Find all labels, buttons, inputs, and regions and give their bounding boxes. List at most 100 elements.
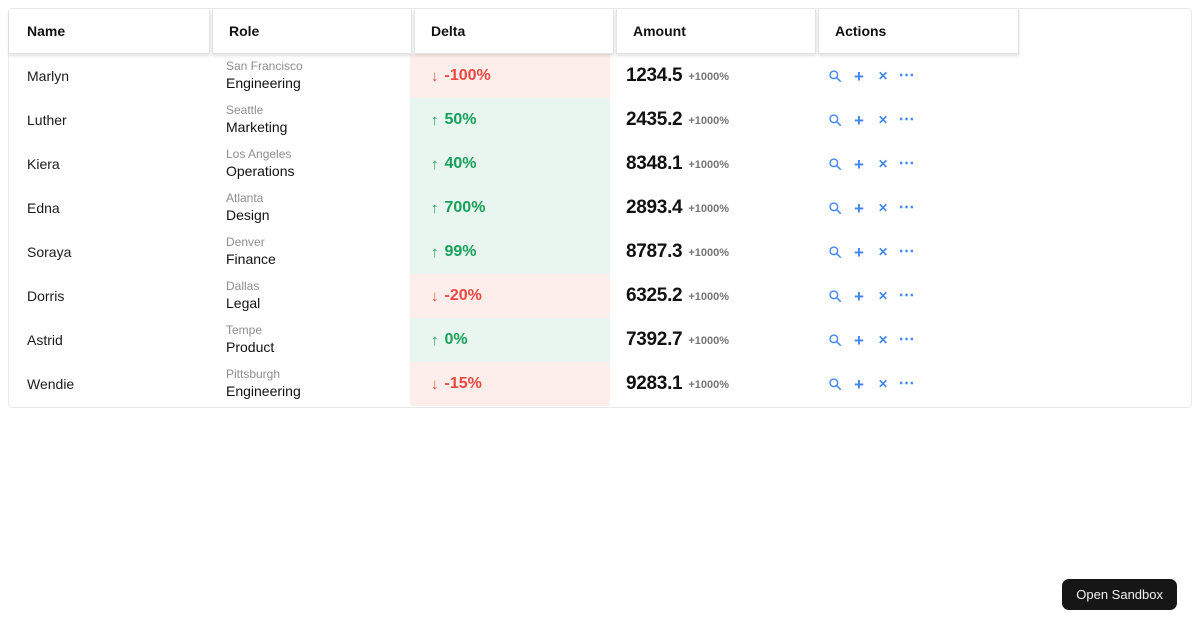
search-action-button[interactable]	[823, 284, 847, 308]
more-action-button[interactable]: ⋯	[895, 284, 919, 308]
search-action-button[interactable]	[823, 240, 847, 264]
delta-value: -100%	[444, 67, 491, 84]
table-row: Wendie Pittsburgh Engineering ↓ -15% 928…	[9, 362, 1191, 406]
role-cell: Atlanta Design	[210, 186, 410, 230]
ellipsis-icon: ⋯	[898, 199, 916, 216]
search-action-button[interactable]	[823, 328, 847, 352]
more-action-button[interactable]: ⋯	[895, 152, 919, 176]
search-icon	[828, 333, 842, 347]
amount-cell: 8348.1 +1000%	[610, 142, 810, 186]
close-action-button[interactable]: ✕	[871, 240, 895, 264]
employee-name: Dorris	[27, 288, 65, 304]
department-label: Engineering	[226, 382, 301, 399]
search-action-button[interactable]	[823, 152, 847, 176]
amount-value: 8348.1	[626, 153, 683, 174]
close-action-button[interactable]: ✕	[871, 152, 895, 176]
close-icon: ✕	[877, 333, 889, 347]
close-action-button[interactable]: ✕	[871, 108, 895, 132]
actions-cell: + ✕ ⋯	[810, 362, 1011, 406]
delta-arrow-icon: ↑	[431, 155, 439, 173]
table-body: Marlyn San Francisco Engineering ↓ -100%…	[9, 54, 1191, 406]
search-icon	[828, 113, 842, 127]
delta-value: 50%	[444, 111, 477, 128]
amount-cell: 6325.2 +1000%	[610, 274, 810, 318]
actions-cell: + ✕ ⋯	[810, 98, 1011, 142]
add-action-button[interactable]: +	[847, 240, 871, 264]
delta-arrow-icon: ↓	[431, 375, 439, 393]
role-cell: Tempe Product	[210, 318, 410, 362]
close-icon: ✕	[877, 201, 889, 215]
close-icon: ✕	[877, 69, 889, 83]
add-action-button[interactable]: +	[847, 152, 871, 176]
table-header: Name Role Delta Amount Actions	[9, 9, 1191, 54]
employee-name: Edna	[27, 200, 60, 216]
employee-name: Luther	[27, 112, 67, 128]
plus-icon: +	[854, 330, 864, 350]
close-action-button[interactable]: ✕	[871, 372, 895, 396]
city-label: Pittsburgh	[226, 366, 281, 381]
actions-cell: + ✕ ⋯	[810, 54, 1011, 98]
more-action-button[interactable]: ⋯	[895, 328, 919, 352]
role-cell: Pittsburgh Engineering	[210, 362, 410, 406]
more-action-button[interactable]: ⋯	[895, 372, 919, 396]
column-header-role[interactable]: Role	[212, 9, 412, 54]
plus-icon: +	[854, 374, 864, 394]
delta-value: -15%	[444, 375, 482, 392]
department-label: Marketing	[226, 118, 288, 135]
column-header-actions[interactable]: Actions	[818, 9, 1019, 54]
plus-icon: +	[854, 110, 864, 130]
add-action-button[interactable]: +	[847, 64, 871, 88]
amount-cell: 7392.7 +1000%	[610, 318, 810, 362]
city-label: Seattle	[226, 102, 264, 117]
delta-cell: ↓ -100%	[410, 54, 610, 98]
more-action-button[interactable]: ⋯	[895, 240, 919, 264]
table-row: Edna Atlanta Design ↑ 700% 2893.4 +1000%…	[9, 186, 1191, 230]
add-action-button[interactable]: +	[847, 328, 871, 352]
amount-value: 2893.4	[626, 197, 683, 218]
close-action-button[interactable]: ✕	[871, 196, 895, 220]
add-action-button[interactable]: +	[847, 284, 871, 308]
role-cell: Seattle Marketing	[210, 98, 410, 142]
amount-cell: 8787.3 +1000%	[610, 230, 810, 274]
more-action-button[interactable]: ⋯	[895, 196, 919, 220]
amount-value: 8787.3	[626, 241, 683, 262]
search-action-button[interactable]	[823, 372, 847, 396]
delta-arrow-icon: ↑	[431, 199, 439, 217]
city-label: Dallas	[226, 278, 260, 293]
table-row: Luther Seattle Marketing ↑ 50% 2435.2 +1…	[9, 98, 1191, 142]
close-action-button[interactable]: ✕	[871, 328, 895, 352]
add-action-button[interactable]: +	[847, 108, 871, 132]
delta-arrow-icon: ↑	[431, 111, 439, 129]
search-icon	[828, 245, 842, 259]
amount-change-badge: +1000%	[688, 335, 730, 347]
search-action-button[interactable]	[823, 108, 847, 132]
ellipsis-icon: ⋯	[898, 155, 916, 172]
delta-value: 0%	[444, 331, 468, 348]
amount-change-badge: +1000%	[688, 379, 730, 391]
name-cell: Wendie	[9, 362, 210, 406]
search-icon	[828, 69, 842, 83]
role-cell: Denver Finance	[210, 230, 410, 274]
close-action-button[interactable]: ✕	[871, 284, 895, 308]
city-label: Los Angeles	[226, 146, 292, 161]
amount-change-badge: +1000%	[688, 159, 730, 171]
column-header-delta[interactable]: Delta	[414, 9, 614, 54]
plus-icon: +	[854, 198, 864, 218]
name-cell: Soraya	[9, 230, 210, 274]
column-header-name[interactable]: Name	[9, 9, 210, 54]
add-action-button[interactable]: +	[847, 196, 871, 220]
search-action-button[interactable]	[823, 196, 847, 220]
amount-value: 9283.1	[626, 373, 683, 394]
delta-cell: ↓ -20%	[410, 274, 610, 318]
search-action-button[interactable]	[823, 64, 847, 88]
open-sandbox-button[interactable]: Open Sandbox	[1062, 579, 1177, 610]
add-action-button[interactable]: +	[847, 372, 871, 396]
close-icon: ✕	[877, 157, 889, 171]
column-header-amount[interactable]: Amount	[616, 9, 816, 54]
more-action-button[interactable]: ⋯	[895, 64, 919, 88]
plus-icon: +	[854, 242, 864, 262]
city-label: Denver	[226, 234, 265, 249]
amount-change-badge: +1000%	[688, 291, 730, 303]
close-action-button[interactable]: ✕	[871, 64, 895, 88]
more-action-button[interactable]: ⋯	[895, 108, 919, 132]
